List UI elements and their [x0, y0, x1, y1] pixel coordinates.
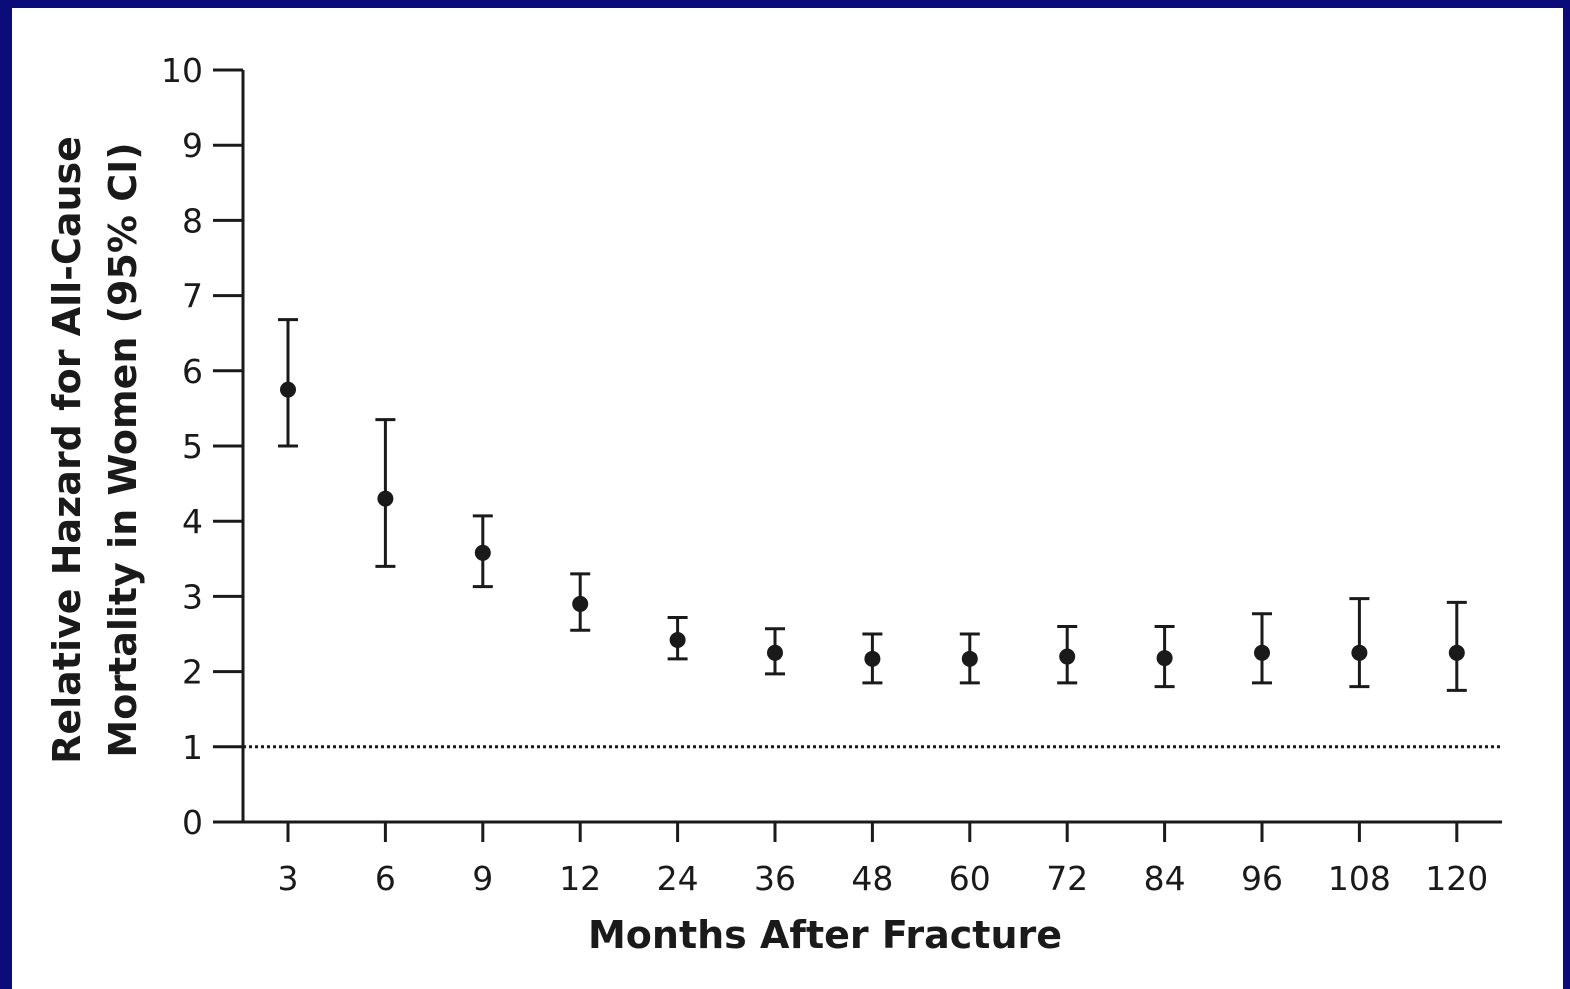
- data-point: [377, 490, 394, 507]
- x-tick-label: 84: [1144, 859, 1186, 898]
- x-tick-label: 108: [1328, 859, 1391, 898]
- x-tick-label: 36: [754, 859, 796, 898]
- data-point: [767, 644, 783, 661]
- data-point: [961, 650, 978, 667]
- y-tick-label: 10: [161, 51, 203, 90]
- data-point: [280, 381, 296, 398]
- data-point: [474, 544, 491, 561]
- data-point: [1254, 644, 1270, 661]
- x-tick-label: 48: [851, 859, 893, 898]
- x-axis-title: Months After Fracture: [588, 913, 1062, 957]
- data-point: [1156, 650, 1173, 667]
- data-point: [669, 632, 686, 649]
- axes: [241, 70, 1502, 824]
- x-tick-label: 60: [949, 859, 991, 898]
- x-tick-label: 3: [278, 859, 299, 898]
- x-tick-label: 9: [472, 859, 493, 898]
- y-tick-label: 9: [182, 126, 203, 165]
- data-point: [864, 650, 881, 667]
- y-tick-label: 6: [182, 352, 203, 391]
- y-tick-label: 3: [182, 577, 203, 616]
- data-point: [1351, 644, 1368, 661]
- x-tick-label: 120: [1425, 859, 1488, 898]
- data-point: [572, 595, 589, 612]
- x-tick-label: 24: [657, 859, 699, 898]
- x-tick-label: 12: [559, 859, 601, 898]
- y-tick-label: 0: [182, 803, 203, 842]
- chart-panel: 0 1 2 3 4 5 6 7 8 9 10 3 6 9 12 24 36 48 60 72 84 96 108 120 Mo…: [12, 8, 1563, 989]
- y-tick-label: 5: [182, 427, 203, 466]
- x-tick-label: 72: [1046, 859, 1088, 898]
- y-axis-title-line-1: Relative Hazard for All-Cause: [45, 136, 89, 764]
- data-point: [1059, 648, 1076, 665]
- x-tick-label: 96: [1241, 859, 1283, 898]
- x-tick-label: 6: [375, 859, 396, 898]
- y-tick-label: 1: [182, 728, 203, 767]
- data-marks: [278, 318, 1467, 692]
- data-point: [1448, 644, 1465, 661]
- y-tick-label: 2: [182, 653, 203, 692]
- y-tick-label: 8: [182, 201, 203, 240]
- y-tick-label: 4: [182, 502, 203, 541]
- y-tick-label: 7: [182, 277, 203, 316]
- y-axis-title-line-2: Mortality in Women (95% CI): [101, 142, 145, 757]
